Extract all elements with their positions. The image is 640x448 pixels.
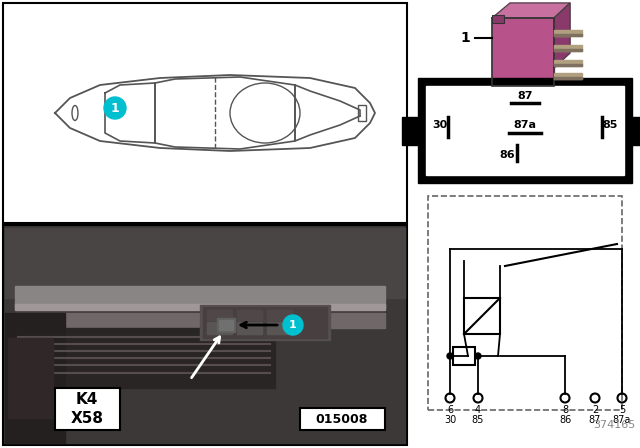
Bar <box>15 313 385 328</box>
Text: 6: 6 <box>447 405 453 415</box>
Bar <box>3 225 407 445</box>
Bar <box>554 49 582 51</box>
Text: 1: 1 <box>111 102 120 115</box>
Bar <box>418 78 632 183</box>
Bar <box>632 116 640 145</box>
Bar <box>300 408 385 430</box>
Circle shape <box>283 315 303 335</box>
Bar <box>554 73 582 79</box>
Bar <box>492 15 504 23</box>
Bar <box>428 196 622 410</box>
Bar <box>554 77 582 79</box>
Text: 30: 30 <box>444 415 456 425</box>
Text: X58: X58 <box>70 410 104 426</box>
Text: 015008: 015008 <box>316 413 368 426</box>
Bar <box>207 310 232 320</box>
Bar <box>554 34 582 36</box>
Text: 85: 85 <box>602 120 618 129</box>
Bar <box>492 18 554 86</box>
Text: 30: 30 <box>433 120 447 129</box>
Circle shape <box>447 353 453 359</box>
Bar <box>15 328 275 388</box>
Bar <box>464 298 500 334</box>
Circle shape <box>104 97 126 119</box>
Bar <box>203 307 327 338</box>
Text: 86: 86 <box>559 415 571 425</box>
Bar <box>15 304 385 310</box>
Text: K4: K4 <box>76 392 98 408</box>
Text: 1: 1 <box>289 320 297 330</box>
Bar <box>200 305 330 340</box>
Bar <box>453 347 475 365</box>
Bar <box>492 18 554 86</box>
Bar <box>3 3 407 223</box>
Bar <box>554 60 582 66</box>
Text: 8: 8 <box>562 405 568 415</box>
Text: 87a: 87a <box>613 415 631 425</box>
Text: 87: 87 <box>589 415 601 425</box>
Text: 5: 5 <box>619 405 625 415</box>
Bar <box>267 322 292 334</box>
Bar <box>554 30 582 36</box>
Bar <box>15 286 385 308</box>
Bar <box>237 322 262 334</box>
Bar <box>217 318 235 332</box>
Bar <box>5 227 405 443</box>
Bar <box>412 0 640 448</box>
Text: 87: 87 <box>517 91 532 101</box>
Text: 86: 86 <box>499 150 515 160</box>
Bar <box>554 45 582 51</box>
Bar <box>219 320 233 330</box>
Text: 374165: 374165 <box>593 420 635 430</box>
Bar <box>402 116 418 145</box>
Text: 4: 4 <box>475 405 481 415</box>
Bar <box>55 388 120 430</box>
Text: 2: 2 <box>592 405 598 415</box>
Bar <box>5 313 65 443</box>
Bar <box>426 86 624 175</box>
Text: 85: 85 <box>472 415 484 425</box>
Bar <box>358 105 366 121</box>
Bar <box>8 338 53 418</box>
Text: 1: 1 <box>460 31 470 45</box>
Bar <box>237 310 262 320</box>
Text: 87a: 87a <box>513 120 536 129</box>
Bar <box>5 228 405 298</box>
Polygon shape <box>554 3 570 68</box>
Bar <box>554 64 582 66</box>
Bar <box>207 322 232 334</box>
Bar <box>267 310 292 320</box>
Polygon shape <box>492 3 570 18</box>
Circle shape <box>475 353 481 359</box>
